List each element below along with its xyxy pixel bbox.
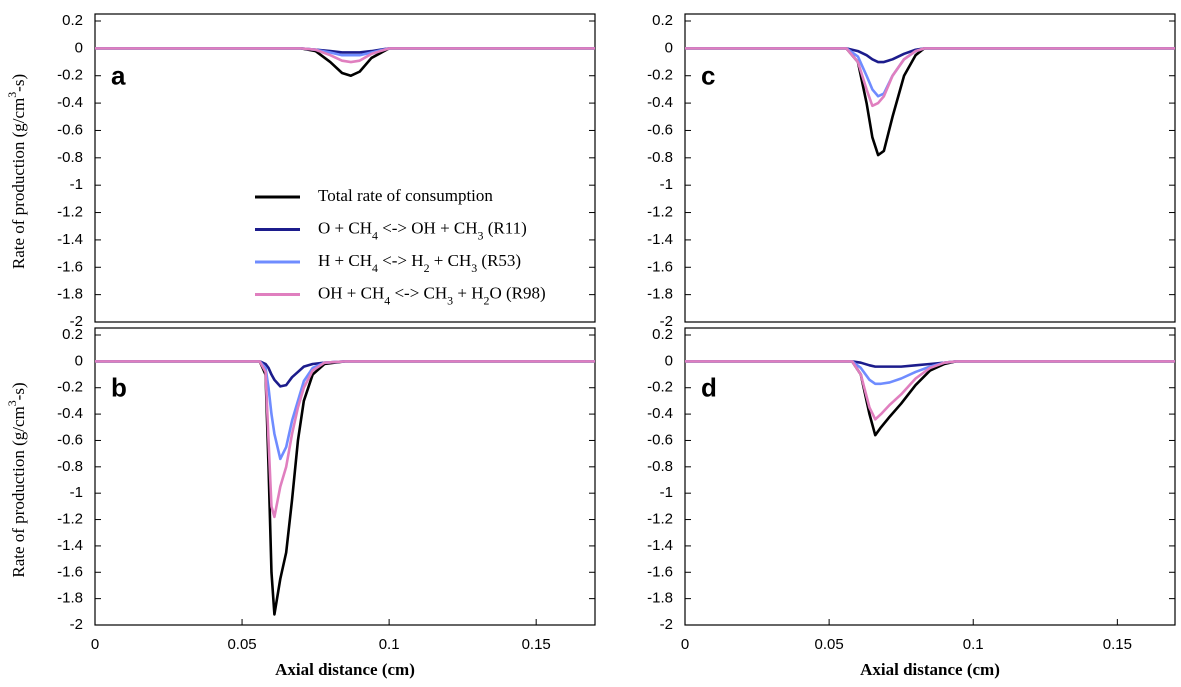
series-line: [95, 360, 595, 388]
y-tick-label: -0.6: [647, 121, 673, 138]
y-tick-label: -0.8: [647, 149, 673, 166]
x-tick-label: 0.15: [522, 636, 551, 653]
x-tick-label: 0.1: [379, 636, 400, 653]
y-tick-label: -1.6: [647, 258, 673, 275]
panel-label: d: [701, 373, 717, 403]
y-tick-label: 0.2: [652, 326, 673, 343]
y-tick-label: -0.2: [647, 67, 673, 84]
plot-frame: [684, 327, 1176, 626]
y-tick-label: 0: [75, 352, 83, 369]
x-tick-label: 0: [91, 636, 99, 653]
x-tick-label: 0.1: [963, 636, 984, 653]
y-tick-label: 0: [665, 352, 673, 369]
series-line: [95, 360, 595, 616]
x-tick-label: 0.05: [815, 636, 844, 653]
y-tick-label: -1.6: [57, 258, 83, 275]
y-tick-label: 0.2: [62, 326, 83, 343]
y-tick-label: -0.2: [57, 379, 83, 396]
y-tick-label: -1: [660, 484, 673, 501]
plot-frame: [94, 327, 596, 626]
plot-frame: [94, 13, 596, 323]
y-tick-label: -1: [660, 176, 673, 193]
y-tick-label: 0.2: [652, 12, 673, 29]
y-tick-label: -0.4: [647, 405, 673, 422]
panel-label: a: [111, 61, 126, 91]
y-tick-label: -0.8: [57, 149, 83, 166]
y-tick-label: -1.4: [647, 231, 673, 248]
plot-frame: [684, 13, 1176, 323]
y-tick-label: -1.2: [57, 511, 83, 528]
y-tick-label: 0: [665, 39, 673, 56]
y-tick-label: -1.8: [57, 590, 83, 607]
y-tick-label: -1.8: [647, 286, 673, 303]
legend-label: OH + CH4 <-> CH3 + H2O (R98): [318, 283, 546, 307]
series-line: [685, 47, 1175, 64]
legend-label: O + CH4 <-> OH + CH3 (R11): [318, 218, 527, 242]
y-tick-label: -0.6: [57, 121, 83, 138]
y-tick-label: -2: [660, 313, 673, 330]
x-axis-label: Axial distance (cm): [275, 660, 415, 679]
series-line: [685, 360, 1175, 421]
x-tick-label: 0: [681, 636, 689, 653]
y-axis-label: Rate of production (g/cm3-s): [5, 382, 28, 577]
y-tick-label: -0.4: [57, 405, 83, 422]
y-tick-label: -2: [70, 616, 83, 633]
panel-label: c: [701, 61, 715, 91]
series-line: [685, 47, 1175, 157]
y-tick-label: -1.8: [57, 286, 83, 303]
series-line: [685, 360, 1175, 437]
y-axis-label: Rate of production (g/cm3-s): [5, 74, 28, 269]
y-tick-label: -2: [70, 313, 83, 330]
y-tick-label: -2: [660, 616, 673, 633]
y-tick-label: -0.2: [647, 379, 673, 396]
y-tick-label: -1.8: [647, 590, 673, 607]
y-tick-label: -0.4: [57, 94, 83, 111]
series-line: [95, 360, 595, 461]
y-tick-label: -0.4: [647, 94, 673, 111]
x-tick-label: 0.15: [1103, 636, 1132, 653]
y-tick-label: -0.8: [57, 458, 83, 475]
y-tick-label: -1.2: [647, 204, 673, 221]
legend-label: Total rate of consumption: [318, 186, 493, 205]
series-line: [95, 47, 595, 64]
y-tick-label: -0.6: [647, 431, 673, 448]
y-tick-label: -1.6: [57, 563, 83, 580]
series-line: [95, 360, 595, 519]
y-tick-label: -0.2: [57, 67, 83, 84]
y-tick-label: -1.4: [57, 231, 83, 248]
x-tick-label: 0.05: [227, 636, 256, 653]
y-tick-label: -1: [70, 176, 83, 193]
y-tick-label: -0.8: [647, 458, 673, 475]
x-axis-label: Axial distance (cm): [860, 660, 1000, 679]
y-tick-label: -0.6: [57, 431, 83, 448]
series-line: [685, 47, 1175, 98]
y-tick-label: -1: [70, 484, 83, 501]
legend-label: H + CH4 <-> H2 + CH3 (R53): [318, 251, 521, 275]
series-line: [685, 47, 1175, 108]
y-tick-label: -1.6: [647, 563, 673, 580]
y-tick-label: -1.4: [57, 537, 83, 554]
y-tick-label: -1.2: [647, 511, 673, 528]
y-tick-label: -1.4: [647, 537, 673, 554]
panel-label: b: [111, 373, 127, 403]
y-tick-label: -1.2: [57, 204, 83, 221]
y-tick-label: 0: [75, 39, 83, 56]
y-tick-label: 0.2: [62, 12, 83, 29]
